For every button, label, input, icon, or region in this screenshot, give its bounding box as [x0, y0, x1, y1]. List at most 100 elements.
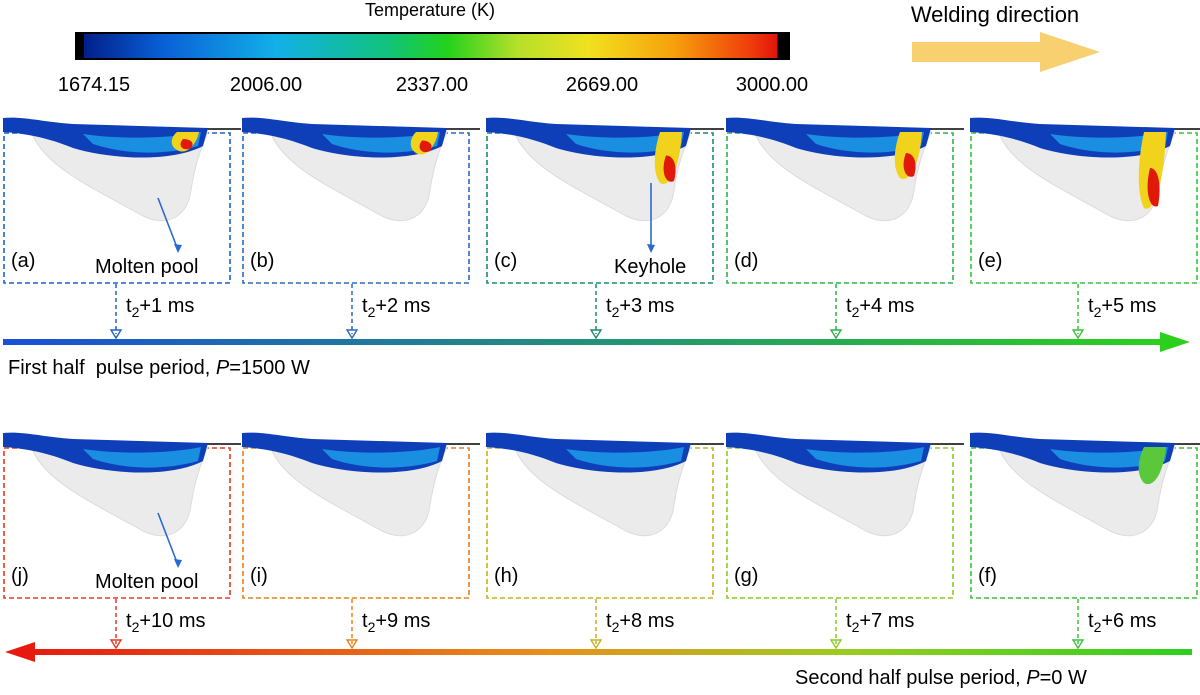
- molten-pool-core: [806, 447, 924, 468]
- second-half-prefix: Second half pulse period,: [795, 667, 1027, 689]
- time-label: t2+5 ms: [1088, 295, 1157, 320]
- hot-spot: [180, 139, 193, 150]
- molten-pool-top: [486, 117, 691, 158]
- panel-frame: [486, 447, 714, 599]
- colorbar-tick: 3000.00: [735, 74, 809, 96]
- keyhole-region: [171, 132, 199, 152]
- time-label: t2+7 ms: [846, 610, 915, 635]
- molten-pool-top: [970, 117, 1175, 158]
- second-half-label: Second half pulse period, P=0 W: [795, 667, 1087, 690]
- time-marker-arrowhead: [345, 639, 359, 650]
- time-marker-arrowhead: [589, 329, 603, 340]
- first-half-var: P: [215, 357, 230, 379]
- molten-pool-top: [3, 117, 208, 158]
- panel-label: (i): [250, 565, 268, 587]
- phase-arrow-shaft: [3, 339, 1163, 345]
- molten-pool-top: [970, 432, 1175, 473]
- molten-pool-top: [726, 432, 931, 473]
- colorbar-tick: 2337.00: [395, 74, 469, 96]
- colorbar-tick: 2006.00: [229, 74, 303, 96]
- keyhole-region: [654, 132, 682, 184]
- time-marker-arrowhead: [109, 639, 123, 650]
- temperature-colorbar: [75, 32, 790, 60]
- colorbar-title: Temperature (K): [364, 0, 496, 20]
- molten-pool-top: [726, 117, 931, 158]
- panel-frame: [726, 132, 954, 284]
- time-marker-arrowhead: [829, 329, 843, 340]
- fusion-zone-shape: [271, 446, 448, 537]
- fusion-zone-shape: [515, 446, 692, 537]
- fusion-zone-shape: [515, 131, 692, 222]
- phase-arrow-shaft: [32, 649, 1192, 655]
- time-label: t2+9 ms: [362, 610, 431, 635]
- panel-frame: [242, 132, 470, 284]
- second-half-var: P: [1026, 667, 1040, 689]
- molten-pool-core: [83, 447, 201, 468]
- molten-pool-core: [322, 447, 440, 468]
- molten-pool-core: [322, 132, 440, 153]
- fusion-zone-shape: [271, 131, 448, 222]
- keyhole-region: [894, 132, 922, 180]
- panel-label: (a): [11, 250, 36, 272]
- molten-pool-top: [486, 432, 691, 473]
- keyhole-region: [410, 132, 438, 155]
- time-marker-arrowhead: [1071, 639, 1085, 650]
- time-marker-arrowhead: [109, 329, 123, 340]
- panel-annotation: Molten pool: [95, 571, 199, 593]
- first-half-prefix: First half pulse period,: [8, 357, 216, 379]
- molten-pool-core: [566, 447, 684, 468]
- panel-annotation: Molten pool: [95, 256, 199, 278]
- keyhole-region: [1138, 447, 1166, 485]
- time-label: t2+2 ms: [362, 295, 431, 320]
- panel-label: (j): [11, 565, 29, 587]
- phase-arrow-head: [1160, 332, 1190, 352]
- fusion-zone-shape: [999, 446, 1176, 537]
- welding-direction-label: Welding direction: [910, 2, 1080, 27]
- molten-pool-top: [242, 117, 447, 158]
- molten-pool-core: [1050, 132, 1168, 153]
- panel-label: (h): [494, 565, 519, 587]
- time-marker-arrowhead: [345, 329, 359, 340]
- time-label: t2+8 ms: [606, 610, 675, 635]
- hot-spot: [663, 155, 676, 182]
- molten-pool-core: [83, 132, 201, 153]
- fusion-zone-shape: [755, 446, 932, 537]
- hot-spot: [419, 140, 432, 153]
- panel-label: (b): [250, 250, 275, 272]
- annotation-pointer: [157, 197, 179, 251]
- panel-label: (d): [734, 250, 759, 272]
- panel-frame: [726, 447, 954, 599]
- panel-label: (g): [734, 565, 759, 587]
- annotation-pointer: [157, 512, 179, 566]
- molten-pool-core: [566, 132, 684, 153]
- second-half-suffix: =0 W: [1039, 667, 1087, 689]
- colorbar-tick: 2669.00: [565, 74, 639, 96]
- fusion-zone-shape: [32, 131, 209, 222]
- molten-pool-core: [806, 132, 924, 153]
- annotation-arrowhead: [647, 244, 655, 253]
- time-marker-arrowhead: [829, 639, 843, 650]
- panel-label: (e): [978, 250, 1003, 272]
- phase-arrow-head: [5, 642, 35, 662]
- time-label: t2+10 ms: [126, 610, 206, 635]
- annotation-arrowhead: [174, 244, 182, 253]
- panel-frame: [970, 447, 1198, 599]
- fusion-zone-shape: [755, 131, 932, 222]
- panel-label: (f): [978, 565, 997, 587]
- time-label: t2+1 ms: [126, 295, 195, 320]
- colorbar-tick: 1674.15: [57, 74, 131, 96]
- fusion-zone-shape: [32, 446, 209, 537]
- time-marker-arrowhead: [1071, 329, 1085, 340]
- panel-label: (c): [494, 250, 518, 272]
- molten-pool-top: [242, 432, 447, 473]
- hot-spot: [903, 153, 916, 177]
- molten-pool-top: [3, 432, 208, 473]
- panel-frame: [970, 132, 1198, 284]
- time-label: t2+4 ms: [846, 295, 915, 320]
- panel-annotation: Keyhole: [614, 256, 687, 278]
- fusion-zone-shape: [999, 131, 1176, 222]
- time-label: t2+3 ms: [606, 295, 675, 320]
- first-half-suffix: =1500 W: [229, 357, 310, 379]
- time-label: t2+6 ms: [1088, 610, 1157, 635]
- molten-pool-core: [1050, 447, 1168, 468]
